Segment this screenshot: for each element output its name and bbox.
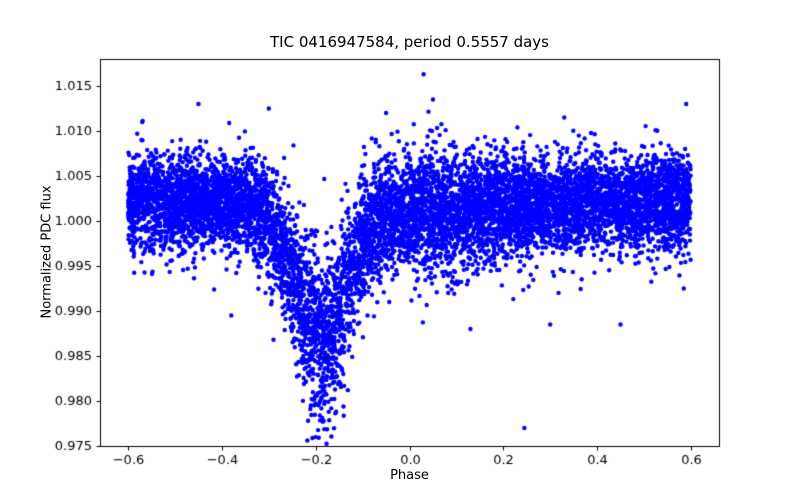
x-axis-label: Phase bbox=[390, 468, 429, 483]
y-axis-label: Normalized PDC flux bbox=[39, 185, 55, 319]
chart-title: TIC 0416947584, period 0.5557 days bbox=[269, 33, 549, 51]
